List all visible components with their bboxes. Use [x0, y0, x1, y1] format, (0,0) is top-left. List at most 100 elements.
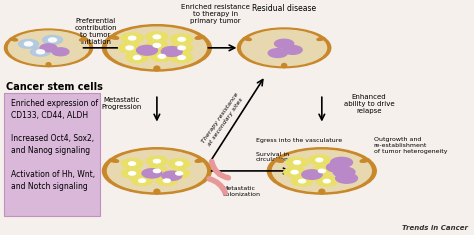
Text: Enhanced
ability to drive
relapse: Enhanced ability to drive relapse — [344, 94, 394, 114]
Ellipse shape — [242, 30, 327, 66]
Ellipse shape — [273, 150, 371, 192]
Ellipse shape — [178, 37, 185, 41]
Ellipse shape — [302, 170, 322, 179]
Ellipse shape — [319, 189, 325, 194]
Ellipse shape — [336, 173, 357, 183]
Ellipse shape — [118, 43, 141, 53]
Ellipse shape — [319, 169, 325, 173]
Ellipse shape — [146, 166, 167, 176]
Ellipse shape — [176, 172, 182, 175]
Ellipse shape — [171, 43, 193, 53]
Ellipse shape — [108, 150, 206, 192]
Ellipse shape — [178, 56, 185, 59]
Ellipse shape — [121, 168, 143, 178]
Ellipse shape — [121, 33, 143, 43]
Ellipse shape — [161, 47, 182, 56]
Text: Residual disease: Residual disease — [252, 4, 316, 13]
Ellipse shape — [52, 48, 69, 56]
Ellipse shape — [283, 46, 302, 54]
Ellipse shape — [291, 176, 313, 186]
Ellipse shape — [128, 36, 136, 40]
Text: Metastatic
Progression: Metastatic Progression — [101, 97, 142, 110]
Ellipse shape — [176, 162, 182, 165]
Ellipse shape — [286, 157, 308, 167]
Ellipse shape — [133, 56, 141, 59]
Ellipse shape — [154, 66, 160, 71]
Ellipse shape — [274, 159, 283, 162]
Ellipse shape — [126, 52, 148, 63]
Ellipse shape — [109, 159, 118, 162]
Ellipse shape — [30, 47, 51, 56]
Ellipse shape — [293, 161, 301, 164]
Text: Enriched expression of
CD133, CD44, ALDH

Increased Oct4, Sox2,
and Nanog signal: Enriched expression of CD133, CD44, ALDH… — [11, 99, 98, 191]
Ellipse shape — [131, 176, 153, 186]
Ellipse shape — [126, 46, 133, 50]
FancyArrowPatch shape — [212, 161, 228, 178]
Text: Outgrowth and
re-establishment
of tumor heterogeneity: Outgrowth and re-establishment of tumor … — [374, 137, 447, 154]
Ellipse shape — [169, 159, 190, 168]
Ellipse shape — [178, 46, 185, 50]
Text: Trends in Cancer: Trends in Cancer — [402, 225, 468, 231]
Ellipse shape — [9, 31, 89, 65]
Ellipse shape — [151, 51, 173, 62]
Ellipse shape — [169, 168, 190, 178]
Ellipse shape — [109, 36, 118, 39]
Ellipse shape — [244, 37, 251, 40]
Ellipse shape — [154, 160, 160, 163]
Ellipse shape — [316, 158, 323, 162]
Ellipse shape — [171, 52, 193, 63]
Ellipse shape — [146, 32, 168, 42]
Ellipse shape — [195, 36, 204, 39]
Ellipse shape — [323, 180, 330, 183]
Ellipse shape — [40, 44, 57, 52]
Ellipse shape — [121, 159, 143, 168]
Ellipse shape — [316, 176, 337, 186]
FancyArrowPatch shape — [209, 179, 225, 193]
Ellipse shape — [43, 35, 63, 44]
Ellipse shape — [299, 180, 305, 183]
Ellipse shape — [128, 162, 136, 165]
Ellipse shape — [268, 49, 287, 57]
Text: Survival in
circulation: Survival in circulation — [256, 152, 289, 162]
Ellipse shape — [4, 29, 92, 67]
Ellipse shape — [25, 42, 33, 46]
Ellipse shape — [317, 37, 325, 40]
FancyBboxPatch shape — [4, 93, 100, 216]
Ellipse shape — [153, 43, 161, 47]
Ellipse shape — [46, 63, 51, 67]
Ellipse shape — [10, 38, 18, 41]
Ellipse shape — [156, 176, 177, 186]
Ellipse shape — [36, 50, 45, 54]
Ellipse shape — [195, 159, 204, 162]
Ellipse shape — [291, 170, 298, 174]
Ellipse shape — [282, 63, 287, 68]
Ellipse shape — [162, 171, 182, 180]
Ellipse shape — [154, 169, 160, 173]
Text: Therapy resistance
at secondary sites: Therapy resistance at secondary sites — [201, 92, 245, 148]
Ellipse shape — [237, 28, 331, 68]
Ellipse shape — [274, 39, 294, 48]
Ellipse shape — [48, 38, 56, 42]
Ellipse shape — [146, 40, 168, 51]
Ellipse shape — [158, 55, 165, 58]
Ellipse shape — [331, 157, 353, 167]
Ellipse shape — [18, 39, 38, 48]
Ellipse shape — [164, 179, 170, 182]
Ellipse shape — [153, 35, 161, 39]
Text: Cancer stem cells: Cancer stem cells — [6, 82, 103, 92]
Ellipse shape — [284, 167, 305, 177]
Text: Egress into the vasculature: Egress into the vasculature — [256, 138, 342, 143]
Ellipse shape — [267, 148, 376, 194]
Ellipse shape — [102, 25, 211, 71]
Ellipse shape — [171, 34, 193, 44]
Text: Preferential
contribution
to tumor
initiation: Preferential contribution to tumor initi… — [74, 18, 117, 45]
Text: Enriched resistance
to therapy in
primary tumor: Enriched resistance to therapy in primar… — [182, 4, 250, 24]
Ellipse shape — [154, 189, 160, 194]
Ellipse shape — [333, 167, 355, 177]
Ellipse shape — [311, 166, 333, 176]
Ellipse shape — [309, 155, 330, 165]
Ellipse shape — [108, 27, 206, 69]
Ellipse shape — [138, 179, 146, 182]
Ellipse shape — [146, 156, 167, 166]
Text: Metastatic
colonization: Metastatic colonization — [223, 186, 261, 197]
